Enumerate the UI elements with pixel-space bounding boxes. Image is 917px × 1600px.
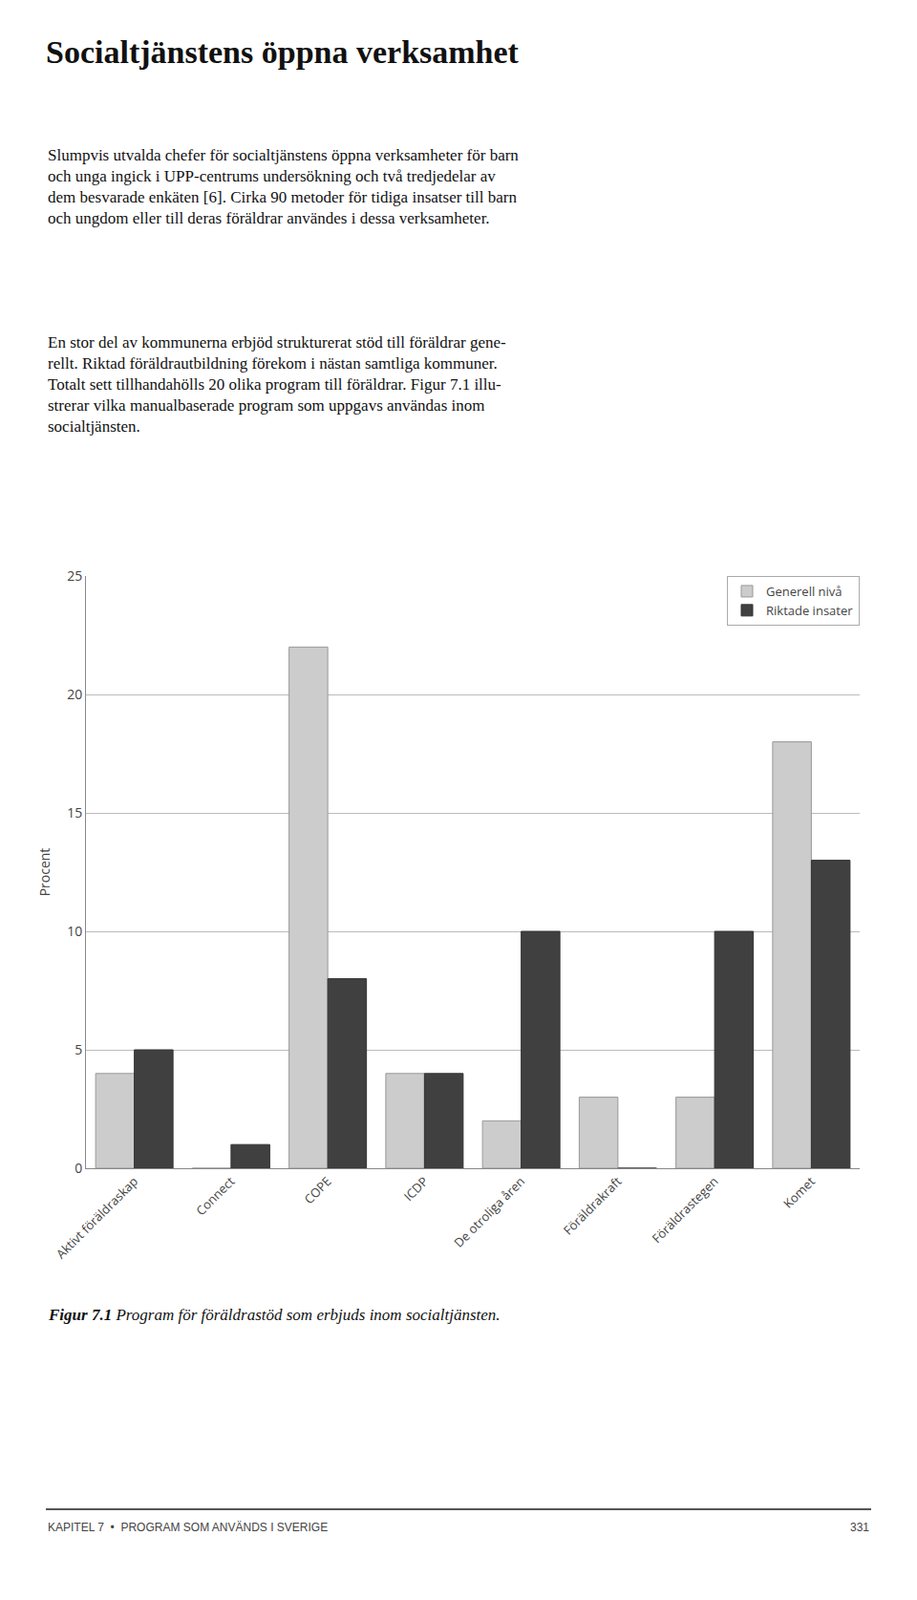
svg-text:0: 0 [74, 1158, 83, 1177]
svg-text:Procent: Procent [35, 848, 54, 897]
svg-text:5: 5 [74, 1040, 83, 1059]
svg-text:Komet: Komet [779, 1172, 819, 1213]
svg-text:Generell nivå: Generell nivå [766, 582, 843, 600]
svg-text:KAPITEL 7 • PROGRAM SOM ANVÄ: KAPITEL 7 • PROGRAM SOM ANVÄNDS I SVERIG… [47, 1520, 328, 1535]
svg-text:Riktade insater: Riktade insater [766, 601, 854, 619]
svg-text:Aktivt föräldraskap: Aktivt föräldraskap [52, 1172, 142, 1262]
svg-text:20: 20 [66, 684, 83, 704]
svg-text:Connect: Connect [191, 1172, 238, 1219]
svg-text:COPE: COPE [299, 1172, 335, 1208]
svg-text:En stor del av kommunerna erbj: En stor del av kommunerna erbjöd struktu… [47, 333, 507, 436]
svg-text:Föräldrastegen: Föräldrastegen [647, 1172, 722, 1247]
svg-text:10: 10 [66, 921, 83, 940]
svg-text:15: 15 [66, 803, 83, 822]
svg-text:De otroliga åren: De otroliga åren [449, 1172, 529, 1252]
svg-text:Figur 7.1 Program för föräldra: Figur 7.1 Program för föräldrastöd som e… [47, 1305, 501, 1324]
svg-text:331: 331 [850, 1520, 870, 1535]
svg-text:Föräldrakraft: Föräldrakraft [559, 1172, 626, 1239]
svg-text:ICDP: ICDP [400, 1172, 432, 1205]
svg-text:Slumpvis utvalda chefer för so: Slumpvis utvalda chefer för socialtjänst… [47, 146, 519, 228]
svg-text:25: 25 [66, 566, 83, 585]
svg-text:Socialtjänstens öppna verksamh: Socialtjänstens öppna verksamhet [45, 34, 520, 70]
